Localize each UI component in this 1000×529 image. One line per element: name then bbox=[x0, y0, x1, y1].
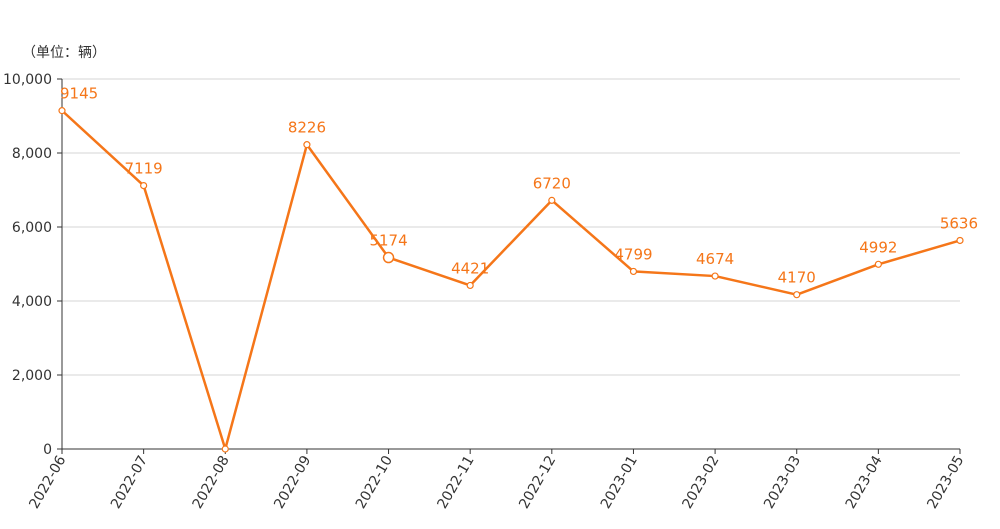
data-label: 4170 bbox=[778, 269, 816, 287]
unit-label: （单位：辆） bbox=[22, 45, 106, 61]
x-tick-label: 2022-12 bbox=[516, 453, 559, 512]
series bbox=[58, 107, 964, 453]
data-point bbox=[221, 445, 229, 453]
y-tick-label: 10,000 bbox=[3, 72, 52, 88]
y-tick-label: 2,000 bbox=[12, 368, 52, 384]
data-point bbox=[711, 272, 719, 280]
data-label: 5174 bbox=[369, 232, 407, 250]
data-label: 4799 bbox=[614, 245, 652, 263]
data-point bbox=[303, 141, 311, 149]
x-tick-label: 2022-06 bbox=[26, 453, 69, 512]
data-label: 4992 bbox=[859, 238, 897, 256]
x-tick-label: 2023-04 bbox=[843, 453, 886, 512]
data-point bbox=[58, 107, 66, 115]
data-point bbox=[874, 260, 882, 268]
data-label: 6720 bbox=[533, 174, 571, 192]
y-tick-label: 4,000 bbox=[12, 294, 52, 310]
x-tick-label: 2023-03 bbox=[761, 453, 804, 512]
x-tick-label: 2022-09 bbox=[271, 453, 314, 512]
data-point bbox=[629, 267, 638, 276]
data-label: 4674 bbox=[696, 250, 734, 268]
y-tick-label: 8,000 bbox=[12, 146, 52, 162]
series-line bbox=[61, 109, 961, 451]
data-label: 7119 bbox=[125, 160, 163, 178]
y-tick-label: 6,000 bbox=[12, 220, 52, 236]
data-label: 9145 bbox=[60, 85, 98, 103]
x-tick-label: 2023-01 bbox=[598, 453, 641, 512]
x-tick-label: 2023-02 bbox=[679, 453, 722, 512]
x-tick-label: 2022-10 bbox=[353, 453, 396, 512]
data-point bbox=[140, 181, 148, 190]
data-label: 4421 bbox=[451, 259, 489, 277]
data-point bbox=[548, 196, 556, 204]
x-tick-label: 2022-07 bbox=[108, 453, 151, 512]
x-tick-label: 2022-11 bbox=[435, 453, 478, 512]
data-label: 5636 bbox=[940, 214, 978, 232]
data-point bbox=[793, 291, 801, 299]
x-tick-label: 2023-05 bbox=[924, 453, 967, 512]
grid-lines bbox=[62, 78, 960, 376]
axes: 0 2,000 4,000 6,000 8,000 10,000 2022-06 2022-0… bbox=[3, 72, 967, 512]
data-point bbox=[382, 251, 395, 264]
y-tick-label: 0 bbox=[43, 442, 52, 458]
x-tick-label: 2022-08 bbox=[190, 453, 233, 512]
data-label: 8226 bbox=[288, 119, 326, 137]
data-labels: 9145 7119 8226 5174 4421 6720 4799 4674 4170 4992… bbox=[60, 85, 978, 287]
data-point bbox=[956, 236, 964, 245]
data-point bbox=[466, 281, 474, 290]
